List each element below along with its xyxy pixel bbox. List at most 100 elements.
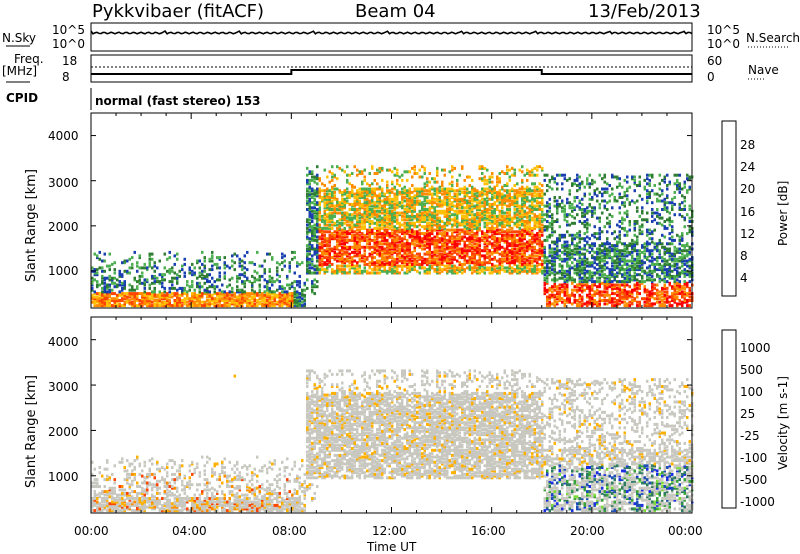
- heatmap-cell: [213, 292, 216, 296]
- heatmap-cell: [393, 216, 396, 220]
- heatmap-cell: [391, 250, 394, 254]
- heatmap-cell: [361, 206, 364, 210]
- heatmap-cell: [221, 299, 224, 302]
- heatmap-cell: [443, 256, 446, 260]
- heatmap-cell: [488, 271, 491, 275]
- heatmap-cell: [321, 242, 324, 246]
- heatmap-cell: [463, 240, 466, 244]
- heatmap-cell: [313, 192, 316, 196]
- heatmap-cell: [148, 252, 151, 256]
- heatmap-cell: [378, 226, 381, 230]
- heatmap-cell: [376, 232, 379, 236]
- heatmap-cell: [378, 197, 381, 201]
- heatmap-cell: [553, 177, 556, 181]
- heatmap-cell: [296, 300, 299, 304]
- heatmap-cell: [478, 250, 481, 254]
- heatmap-cell: [498, 268, 501, 272]
- heatmap-cell: [343, 197, 346, 201]
- heatmap-cell: [566, 276, 569, 280]
- heatmap-cell: [546, 271, 549, 275]
- heatmap-cell: [451, 249, 454, 253]
- heatmap-cell: [471, 245, 474, 249]
- heatmap-cell: [311, 262, 314, 266]
- heatmap-cell: [481, 254, 484, 258]
- heatmap-cell: [163, 278, 166, 282]
- heatmap-cell: [346, 216, 349, 220]
- heatmap-cell: [406, 256, 409, 260]
- heatmap-cell: [396, 237, 399, 241]
- heatmap-cell: [546, 213, 549, 217]
- heatmap-cell: [448, 187, 451, 191]
- heatmap-cell: [316, 211, 319, 215]
- heatmap-cell: [366, 204, 369, 208]
- heatmap-cell: [343, 245, 346, 249]
- heatmap-cell: [376, 223, 379, 227]
- heatmap-cell: [471, 189, 474, 193]
- heatmap-cell: [546, 302, 549, 306]
- heatmap-cell: [288, 266, 291, 270]
- heatmap-cell: [323, 218, 326, 222]
- heatmap-cell: [411, 214, 414, 218]
- heatmap-cell: [443, 221, 446, 225]
- heatmap-cell: [326, 240, 329, 244]
- heatmap-cell: [518, 190, 521, 194]
- heatmap-cell: [436, 194, 439, 198]
- heatmap-cell: [463, 245, 466, 249]
- heatmap-cell: [268, 252, 271, 256]
- heatmap-cell: [386, 252, 389, 256]
- heatmap-cell: [103, 288, 106, 292]
- heatmap-cell: [323, 256, 326, 260]
- heatmap-cell: [443, 168, 446, 172]
- heatmap-cell: [378, 211, 381, 215]
- heatmap-cell: [406, 194, 409, 198]
- heatmap-cell: [493, 211, 496, 215]
- heatmap-cell: [328, 264, 331, 268]
- heatmap-cell: [436, 172, 439, 175]
- heatmap-cell: [298, 304, 301, 308]
- heatmap-cell: [521, 235, 524, 239]
- heatmap-cell: [351, 230, 354, 234]
- heatmap-cell: [118, 280, 121, 284]
- heatmap-cell: [446, 247, 449, 251]
- heatmap-cell: [403, 271, 406, 275]
- heatmap-cell: [528, 189, 531, 193]
- heatmap-cell: [518, 266, 521, 270]
- heatmap-cell: [563, 235, 566, 239]
- heatmap-cell: [226, 302, 229, 306]
- heatmap-cell: [396, 214, 399, 218]
- heatmap-cell: [316, 245, 319, 249]
- heatmap-cell: [403, 204, 406, 208]
- heatmap-cell: [241, 290, 244, 294]
- heatmap-cell: [348, 232, 351, 236]
- heatmap-cell: [481, 232, 484, 236]
- heatmap-cell: [241, 273, 244, 277]
- heatmap-cell: [373, 213, 376, 217]
- heatmap-cell: [163, 297, 166, 301]
- heatmap-cell: [413, 206, 416, 210]
- heatmap-cell: [353, 240, 356, 244]
- heatmap-cell: [446, 211, 449, 215]
- heatmap-cell: [366, 262, 369, 266]
- heatmap-cell: [423, 232, 426, 236]
- heatmap-cell: [381, 211, 384, 215]
- heatmap-cell: [428, 233, 431, 237]
- heatmap-cell: [413, 201, 416, 205]
- heatmap-cell: [98, 250, 101, 254]
- heatmap-cell: [281, 302, 284, 306]
- heatmap-cell: [463, 250, 466, 254]
- heatmap-cell: [411, 166, 414, 170]
- heatmap-cell: [291, 300, 294, 304]
- heatmap-cell: [233, 261, 236, 265]
- heatmap-cell: [511, 230, 514, 234]
- heatmap-cell: [481, 194, 484, 198]
- heatmap-cell: [318, 201, 321, 205]
- heatmap-cell: [338, 242, 341, 246]
- heatmap-cell: [561, 206, 564, 210]
- heatmap-cell: [501, 202, 504, 206]
- heatmap-cell: [98, 266, 101, 270]
- heatmap-cell: [583, 266, 586, 270]
- heatmap-cell: [368, 208, 371, 211]
- heatmap-cell: [476, 259, 479, 263]
- heatmap-cell: [558, 237, 561, 241]
- heatmap-cell: [326, 256, 329, 260]
